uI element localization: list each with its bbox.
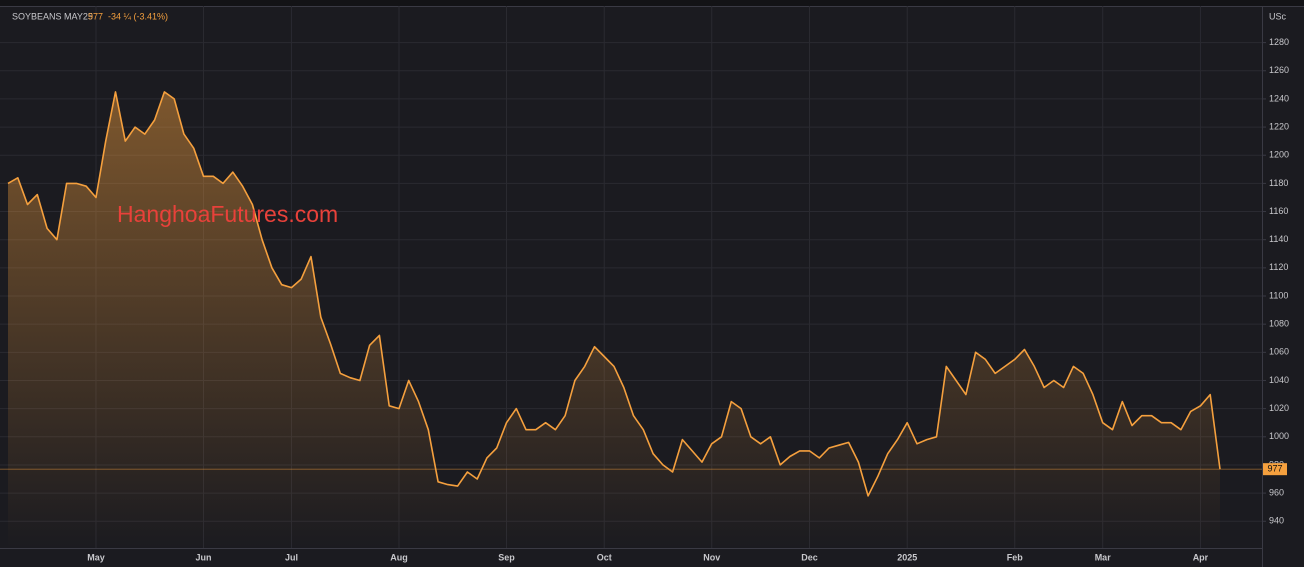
last-price-label: 977 [1267, 464, 1282, 474]
x-tick-label: Dec [801, 552, 818, 562]
header-price: 977 [88, 11, 103, 21]
last-price-tag [1263, 463, 1287, 476]
y-tick-label: 1220 [1269, 121, 1289, 131]
y-tick-label: 1100 [1269, 290, 1288, 300]
y-tick-label: 960 [1269, 487, 1284, 497]
x-tick-label: Jun [195, 552, 211, 562]
y-tick-label: 1140 [1269, 234, 1288, 244]
x-tick-label: Mar [1095, 552, 1112, 562]
watermark: HanghoaFutures.com [117, 201, 338, 227]
x-tick-label: May [87, 552, 105, 562]
area-fill [8, 91, 1220, 549]
y-tick-label: 1200 [1269, 150, 1289, 160]
y-tick-label: 1260 [1269, 65, 1289, 75]
x-tick-label: Oct [597, 552, 612, 562]
y-tick-label: 1180 [1269, 178, 1288, 188]
header-change: -34 ¼ (-3.41%) [108, 11, 168, 21]
x-tick-label: Jul [285, 552, 298, 562]
y-tick-label: 1160 [1269, 206, 1288, 216]
y-tick-label: 1020 [1269, 403, 1289, 413]
x-tick-label: Feb [1007, 552, 1024, 562]
y-tick-label: 1060 [1269, 347, 1289, 357]
y-tick-label: 940 [1269, 516, 1284, 526]
y-tick-label: 1280 [1269, 37, 1289, 47]
y-unit: USc [1269, 11, 1287, 21]
y-tick-label: 1000 [1269, 431, 1289, 441]
x-tick-label: Aug [390, 552, 408, 562]
x-tick-label: 2025 [897, 552, 917, 562]
chart-title: SOYBEANS MAY25 [12, 11, 93, 21]
y-tick-label: 1120 [1269, 262, 1288, 272]
y-tick-label: 1240 [1269, 93, 1289, 103]
price-line [7, 91, 1221, 497]
x-tick-label: Nov [703, 552, 720, 562]
x-tick-label: Apr [1193, 552, 1209, 562]
x-tick-label: Sep [498, 552, 515, 562]
y-tick-label: 1080 [1269, 319, 1289, 329]
y-tick-label: 1040 [1269, 375, 1289, 385]
